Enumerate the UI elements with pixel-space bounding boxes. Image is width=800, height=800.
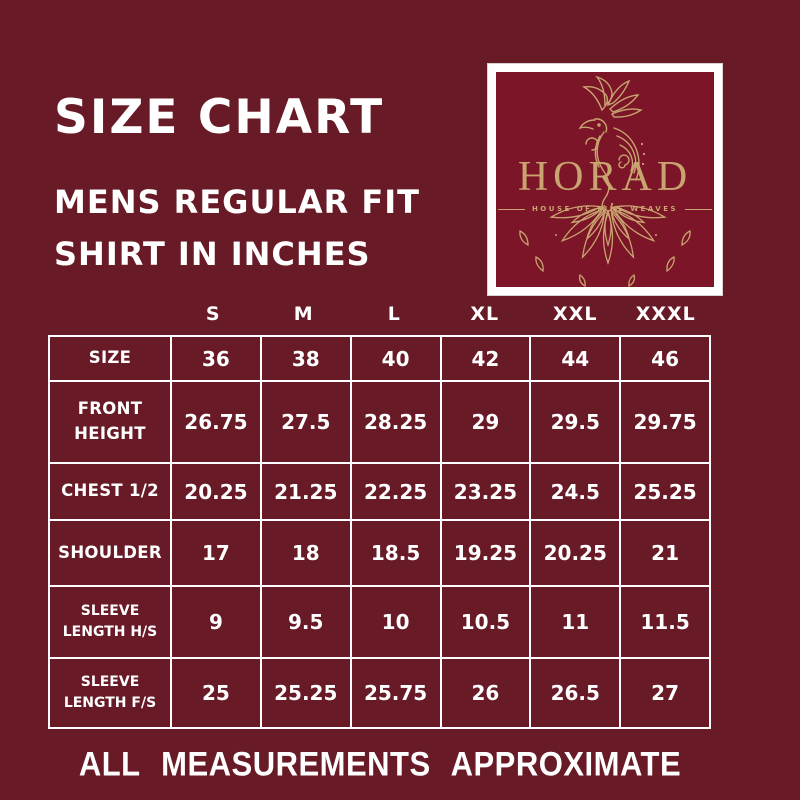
- size-table: SIZE 36 38 40 42 44 46 FRONT HEIGHT 26.75 27.5 28.…: [48, 335, 711, 729]
- table-cell: 44: [531, 337, 620, 380]
- table-cell: 26.75: [172, 382, 260, 462]
- size-column-header: M: [293, 303, 314, 325]
- subtitle-line-1: MENS REGULAR FIT: [54, 183, 420, 221]
- table-cell: 22.25: [351, 464, 440, 519]
- brand-name: HORAD: [517, 154, 693, 200]
- page-title: SIZE CHART: [54, 90, 385, 145]
- table-cell: 9: [172, 587, 260, 657]
- table-cell: 24.5: [531, 464, 620, 519]
- brand-tagline: HOUSE OF FINE WEAVES: [496, 205, 714, 213]
- table-cell: 21: [621, 521, 709, 585]
- subtitle-line-2: SHIRT IN INCHES: [54, 235, 371, 273]
- table-cell: 20.25: [531, 521, 620, 585]
- table-row: SIZE 36 38 40 42 44 46: [50, 337, 709, 380]
- size-column-header: S: [205, 303, 221, 325]
- table-cell: 29.75: [621, 382, 709, 462]
- table-cell: 27: [621, 659, 709, 727]
- row-label: SLEEVE LENGTH H/S: [50, 587, 170, 657]
- table-cell: 18.5: [351, 521, 440, 585]
- table-row: FRONT HEIGHT 26.75 27.5 28.25 29 29.5 29.75: [50, 382, 709, 462]
- table-cell: 42: [441, 337, 530, 380]
- brand-logo: HORAD HOUSE OF FINE WEAVES: [487, 63, 723, 296]
- row-label: SIZE: [50, 337, 170, 380]
- table-cell: 9.5: [261, 587, 350, 657]
- table-cell: 11: [531, 587, 620, 657]
- row-label: FRONT HEIGHT: [50, 382, 170, 462]
- table-row: SHOULDER 17 18 18.5 19.25 20.25 21: [50, 521, 709, 585]
- size-column-header: XXXL: [635, 303, 696, 325]
- table-cell: 26: [441, 659, 530, 727]
- brand-logo-inner: HORAD HOUSE OF FINE WEAVES: [496, 72, 714, 287]
- table-cell: 21.25: [261, 464, 350, 519]
- table-row: SLEEVE LENGTH H/S 9 9.5 10 10.5 11 11.5: [50, 587, 709, 657]
- table-cell: 36: [172, 337, 260, 380]
- table-cell: 10.5: [441, 587, 530, 657]
- table-cell: 26.5: [531, 659, 620, 727]
- size-column-header: XXL: [553, 303, 598, 325]
- table-cell: 25.25: [621, 464, 709, 519]
- tagline-rule-right: [685, 208, 713, 210]
- brand-tagline-text: HOUSE OF FINE WEAVES: [531, 205, 679, 213]
- table-cell: 23.25: [441, 464, 530, 519]
- table-cell: 28.25: [351, 382, 440, 462]
- table-cell: 27.5: [261, 382, 350, 462]
- size-header-row: S M L XL XXL XXXL: [48, 296, 711, 332]
- table-cell: 25.75: [351, 659, 440, 727]
- table-cell: 11.5: [621, 587, 709, 657]
- row-label: SHOULDER: [50, 521, 170, 585]
- header-gutter: [48, 296, 168, 332]
- table-row: CHEST 1/2 20.25 21.25 22.25 23.25 24.5 25.25: [50, 464, 709, 519]
- size-column-header: XL: [470, 303, 500, 325]
- table-cell: 38: [261, 337, 350, 380]
- row-label: SLEEVE LENGTH F/S: [50, 659, 170, 727]
- peacock-icon: [578, 75, 646, 214]
- table-cell: 40: [351, 337, 440, 380]
- table-cell: 20.25: [172, 464, 260, 519]
- row-label: CHEST 1/2: [50, 464, 170, 519]
- table-cell: 29: [441, 382, 530, 462]
- table-cell: 25: [172, 659, 260, 727]
- table-cell: 18: [261, 521, 350, 585]
- size-column-header: L: [387, 303, 401, 325]
- table-cell: 46: [621, 337, 709, 380]
- table-cell: 10: [351, 587, 440, 657]
- table-row: SLEEVE LENGTH F/S 25 25.25 25.75 26 26.5 27: [50, 659, 709, 727]
- table-cell: 25.25: [261, 659, 350, 727]
- tagline-rule-left: [497, 208, 525, 210]
- table-cell: 29.5: [531, 382, 620, 462]
- table-cell: 17: [172, 521, 260, 585]
- table-cell: 19.25: [441, 521, 530, 585]
- page-subtitle: MENS REGULAR FIT SHIRT IN INCHES: [54, 176, 420, 280]
- mandala-icon: [519, 205, 691, 287]
- footer-note: ALL MEASUREMENTS APPROXIMATE: [78, 744, 682, 784]
